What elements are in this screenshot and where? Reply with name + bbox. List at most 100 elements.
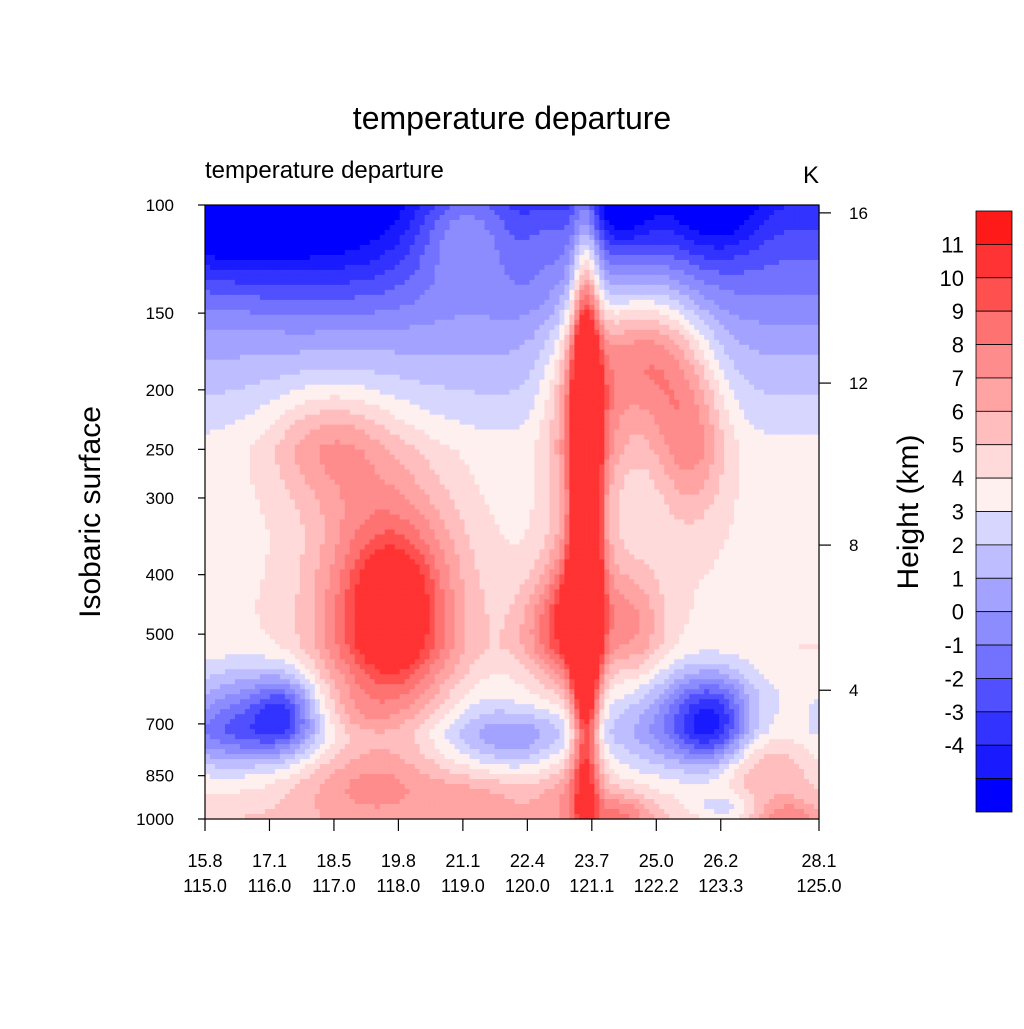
contour-cell [374,349,381,356]
contour-cell [734,219,740,226]
contour-cell [569,374,575,381]
contour-cell [604,239,610,246]
contour-cell [724,274,730,281]
contour-cell [479,349,486,356]
contour-cell [494,274,501,281]
contour-cell [279,389,286,396]
contour-cell [284,259,291,266]
contour-cell [314,294,321,301]
contour-cell [489,229,496,236]
contour-cell [484,329,491,336]
contour-cell [644,334,650,341]
contour-cell [319,399,326,406]
contour-cell [524,219,531,226]
contour-cell [399,399,406,406]
contour-cell [279,379,286,386]
contour-cell [274,384,281,391]
contour-cell [579,219,585,226]
contour-cell [274,224,281,231]
contour-cell [504,359,511,366]
contour-cell [309,329,316,336]
contour-cell [509,289,516,296]
contour-cell [639,314,645,321]
contour-cell [804,279,810,286]
contour-cell [454,289,461,296]
contour-cell [734,214,740,221]
contour-cell [739,284,745,291]
contour-cell [214,294,221,301]
contour-cell [739,394,745,401]
contour-cell [789,339,795,346]
contour-cell [669,234,675,241]
contour-cell [634,339,640,346]
contour-cell [209,279,216,286]
contour-cell [684,294,690,301]
contour-cell [514,219,521,226]
contour-cell [804,364,810,371]
contour-cell [484,404,491,411]
contour-cell [414,294,421,301]
contour-cell [659,314,665,321]
contour-cell [489,344,496,351]
contour-cell [654,205,660,211]
contour-cell [224,364,231,371]
contour-cell [529,309,536,316]
contour-cell [659,299,665,306]
contour-cell [464,289,471,296]
contour-cell [519,229,526,236]
contour-cell [304,205,311,211]
contour-cell [419,234,426,241]
contour-cell [319,289,326,296]
contour-cell [714,214,720,221]
contour-cell [379,214,386,221]
contour-cell [514,354,521,361]
contour-cell [224,229,231,236]
contour-cell [609,224,615,231]
contour-cell [794,274,800,281]
contour-cell [334,389,341,396]
contour-cell [694,249,700,256]
contour-cell [279,334,286,341]
contour-cell [484,249,491,256]
contour-cell [579,399,585,406]
contour-cell [299,304,306,311]
contour-cell [574,214,580,221]
contour-cell [404,394,411,401]
contour-cell [379,284,386,291]
contour-cell [284,274,291,281]
contour-cell [684,244,690,251]
contour-cell [284,379,291,386]
contour-cell [494,234,501,241]
contour-cell [684,254,690,261]
contour-cell [714,389,720,396]
contour-cell [609,319,615,326]
contour-cell [404,349,411,356]
contour-cell [334,384,341,391]
contour-cell [704,379,710,386]
contour-cell [414,249,421,256]
contour-cell [344,379,351,386]
contour-cell [349,324,356,331]
contour-cell [254,209,261,216]
contour-cell [709,399,715,406]
contour-cell [559,339,566,346]
contour-cell [454,369,461,376]
contour-cell [809,369,815,376]
contour-cell [599,339,605,346]
contour-cell [714,319,720,326]
contour-cell [764,359,770,366]
contour-cell [304,259,311,266]
contour-cell [464,364,471,371]
contour-cell [719,319,725,326]
contour-cell [594,244,600,251]
contour-cell [679,384,685,391]
contour-cell [554,259,561,266]
contour-cell [344,404,351,411]
contour-cell [324,394,331,401]
contour-cell [379,264,386,271]
contour-cell [539,359,546,366]
contour-cell [259,404,266,411]
contour-cell [809,229,815,236]
contour-cell [234,404,241,411]
contour-cell [614,239,620,246]
